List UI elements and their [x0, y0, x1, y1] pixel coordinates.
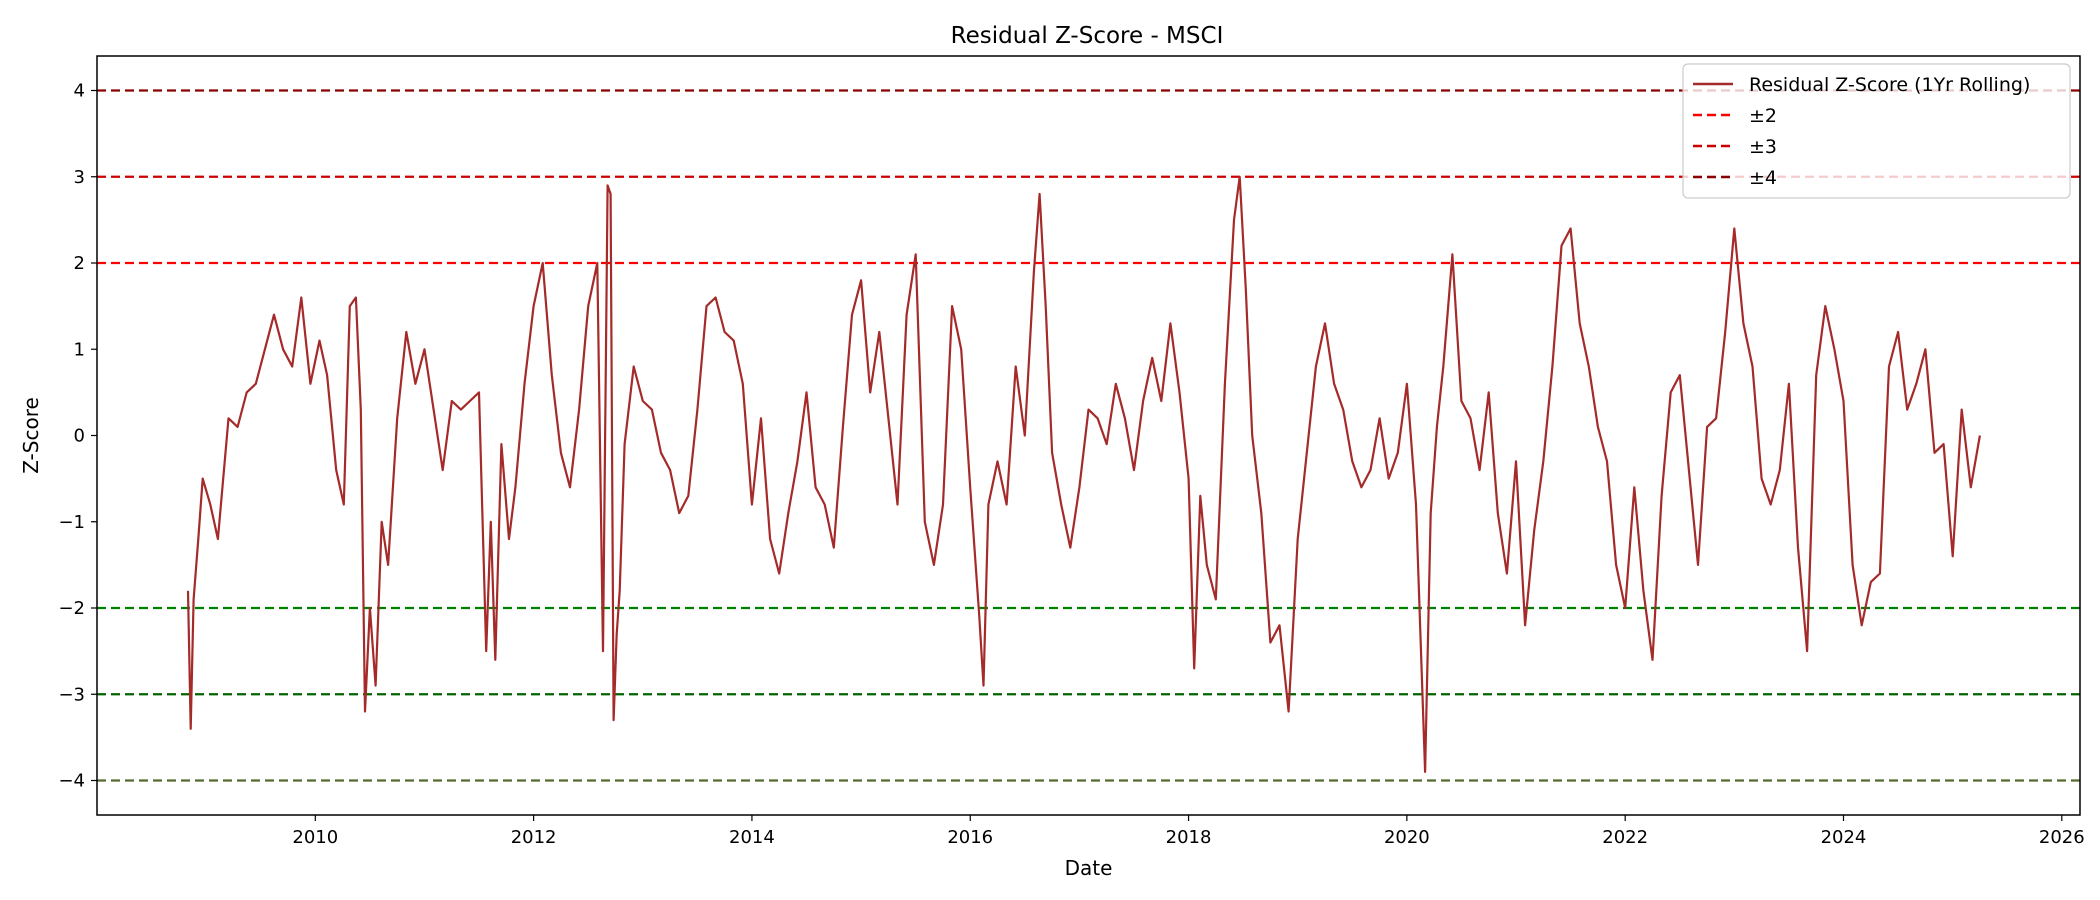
y-tick-label: 0 — [74, 426, 85, 447]
y-tick-label: 2 — [74, 253, 85, 274]
chart-title: Residual Z-Score - MSCI — [951, 23, 1224, 49]
series-line — [186, 175, 1981, 774]
legend-label: ±4 — [1749, 167, 1777, 189]
x-axis: 2010 2012 2014 2016 2018 2020 2022 2024 2026 — [292, 815, 2085, 848]
y-tick-label: 1 — [74, 339, 85, 360]
x-tick-label: 2018 — [1166, 827, 1212, 848]
x-tick-label: 2020 — [1384, 827, 1430, 848]
legend-label: Residual Z-Score (1Yr Rolling) — [1749, 74, 2030, 96]
y-tick-label: 3 — [74, 167, 85, 188]
legend: Residual Z-Score (1Yr Rolling) ±2 ±3 ±4 — [1682, 63, 2071, 199]
y-tick-label: 4 — [74, 81, 85, 102]
y-axis: 4 3 2 1 0 −1 −2 −3 −4 — [58, 81, 97, 792]
legend-label: ±3 — [1749, 136, 1777, 158]
x-tick-label: 2010 — [292, 827, 338, 848]
y-tick-label: −3 — [58, 684, 85, 705]
x-tick-label: 2016 — [947, 827, 993, 848]
x-axis-label: Date — [1065, 856, 1113, 880]
y-axis-label: Z-Score — [19, 397, 43, 474]
x-tick-label: 2022 — [1602, 827, 1648, 848]
x-tick-label: 2026 — [2039, 827, 2085, 848]
x-tick-label: 2024 — [1821, 827, 1867, 848]
legend-box — [1682, 63, 2071, 199]
y-tick-label: −2 — [58, 598, 85, 619]
x-tick-label: 2014 — [729, 827, 775, 848]
legend-label: ±2 — [1749, 105, 1777, 127]
y-tick-label: −1 — [58, 512, 85, 533]
x-tick-label: 2012 — [511, 827, 557, 848]
y-tick-label: −4 — [58, 771, 85, 792]
